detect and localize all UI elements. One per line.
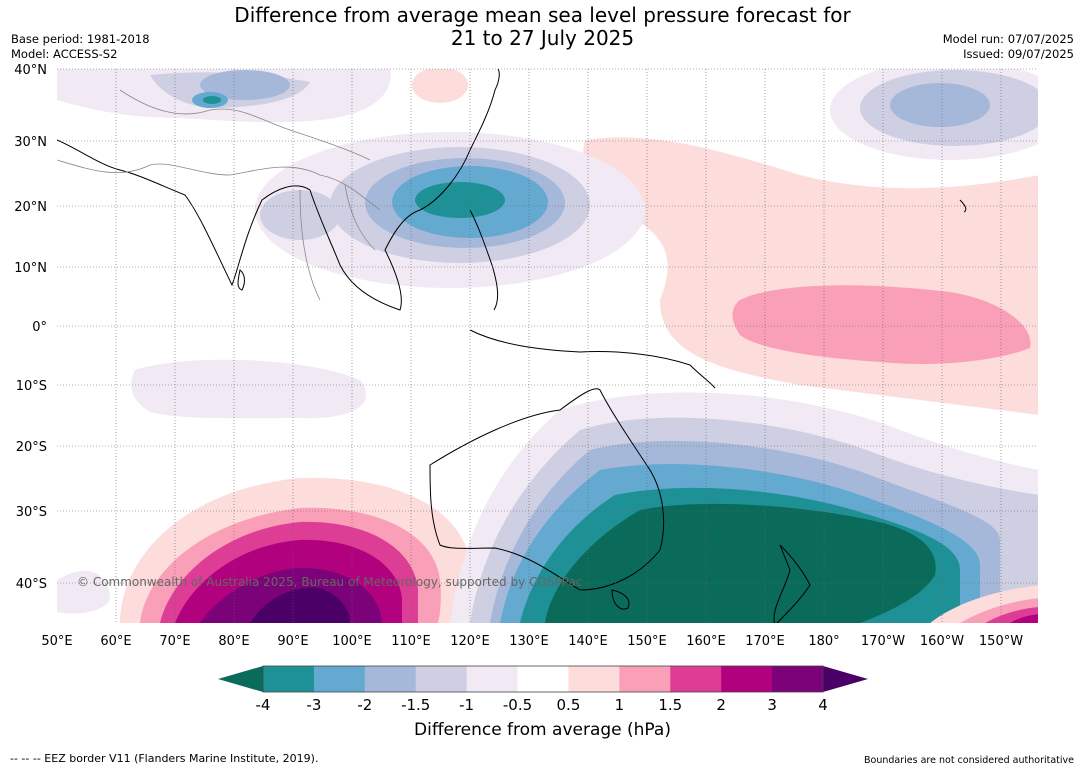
lon-label: 150°E [627, 634, 667, 649]
colorbar-under-arrow [218, 666, 263, 692]
lon-label: 80°E [218, 634, 249, 649]
latitude-labels: 40°N 30°N 20°N 10°N 0° 10°S 20°S 30°S 40… [14, 63, 47, 592]
lon-label: 170°W [861, 634, 905, 649]
colorbar: -4 -3 -2 -1.5 -1 -0.5 0.5 1 1.5 2 3 4 [218, 665, 868, 714]
lon-label: 110°E [391, 634, 431, 649]
colorbar-cell [670, 666, 722, 692]
colorbar-tick-label: 4 [818, 696, 828, 714]
lon-label: 180° [808, 634, 839, 649]
title-line-2: 21 to 27 July 2025 [450, 26, 635, 50]
anomaly-indian-ocean [131, 359, 367, 419]
colorbar-tick-label: -0.5 [503, 696, 532, 714]
colorbar-tick-label: 1.5 [658, 696, 682, 714]
colorbar-cell [772, 666, 824, 692]
lon-label: 160°W [920, 634, 964, 649]
lat-label: 20°S [16, 440, 47, 455]
lat-label: 20°N [14, 200, 47, 215]
anomaly-central-asia [57, 69, 391, 123]
colorbar-tick-label: -1 [459, 696, 474, 714]
colorbar-label: Difference from average (hPa) [414, 720, 671, 740]
anomaly-tasman [450, 392, 1038, 623]
lon-label: 70°E [159, 634, 190, 649]
model-run: Model run: 07/07/2025 [942, 32, 1074, 46]
colorbar-over-arrow [823, 666, 868, 692]
colorbar-cell [263, 666, 315, 692]
anomaly-tropical-pacific [583, 137, 1038, 415]
model-name: Model: ACCESS-S2 [11, 47, 118, 61]
colorbar-cell [313, 666, 366, 692]
colorbar-cell [568, 666, 620, 692]
copyright-text: © Commonwealth of Australia 2025, Bureau… [77, 575, 582, 589]
colorbar-tick-label: -3 [306, 696, 321, 714]
base-period: Base period: 1981-2018 [11, 32, 150, 46]
lat-label: 0° [32, 320, 47, 335]
lat-label: 40°N [14, 63, 47, 78]
graticule [57, 68, 1038, 623]
lon-label: 120°E [450, 634, 490, 649]
anomaly-southern-indian-ocean [120, 477, 473, 623]
colorbar-tick-label: 3 [767, 696, 777, 714]
colorbar-cell [466, 666, 519, 692]
lon-label: 60°E [100, 634, 131, 649]
colorbar-cell [415, 666, 468, 692]
lon-label: 90°E [277, 634, 308, 649]
map-panel [57, 69, 1038, 623]
colorbar-tick-label: -1.5 [401, 696, 430, 714]
anomaly-ne-pacific [830, 69, 1038, 160]
longitude-labels: 50°E 60°E 70°E 80°E 90°E 100°E 110°E 120… [41, 634, 1023, 649]
meta-left: Base period: 1981-2018 Model: ACCESS-S2 [11, 32, 150, 62]
colorbar-cell [364, 666, 417, 692]
lon-label: 150°W [979, 634, 1023, 649]
colorbar-tick-label: 1 [615, 696, 625, 714]
lon-label: 170°E [745, 634, 785, 649]
coastlines [57, 69, 967, 623]
colorbar-tick-label: 0.5 [557, 696, 581, 714]
country-borders [57, 89, 381, 301]
anomaly-japan [412, 69, 468, 103]
title-line-1: Difference from average mean sea level p… [234, 3, 851, 27]
lon-label: 140°E [568, 634, 608, 649]
eez-legend: -- -- -- EEZ border V11 (Flanders Marine… [10, 752, 319, 765]
lat-label: 30°N [14, 135, 47, 150]
map-title: Difference from average mean sea level p… [0, 4, 1085, 50]
lat-label: 10°S [16, 379, 47, 394]
lat-label: 30°S [16, 505, 47, 520]
lat-label: 40°S [16, 577, 47, 592]
boundaries-disclaimer: Boundaries are not considered authoritat… [864, 755, 1074, 766]
colorbar-cell [619, 666, 671, 692]
lon-label: 130°E [509, 634, 549, 649]
lon-label: 100°E [332, 634, 372, 649]
anomaly-se-pacific [930, 585, 1038, 623]
issued-date: Issued: 09/07/2025 [963, 47, 1074, 61]
colorbar-cell [517, 666, 569, 692]
lon-label: 160°E [686, 634, 726, 649]
anomaly-south-china-sea [255, 132, 645, 288]
colorbar-tick-label: -4 [256, 696, 271, 714]
colorbar-tick-label: 2 [716, 696, 726, 714]
colorbar-cell [721, 666, 773, 692]
lon-label: 50°E [41, 634, 72, 649]
lat-label: 10°N [14, 261, 47, 276]
meta-right: Model run: 07/07/2025 Issued: 09/07/2025 [943, 32, 1074, 62]
colorbar-tick-label: -2 [357, 696, 372, 714]
